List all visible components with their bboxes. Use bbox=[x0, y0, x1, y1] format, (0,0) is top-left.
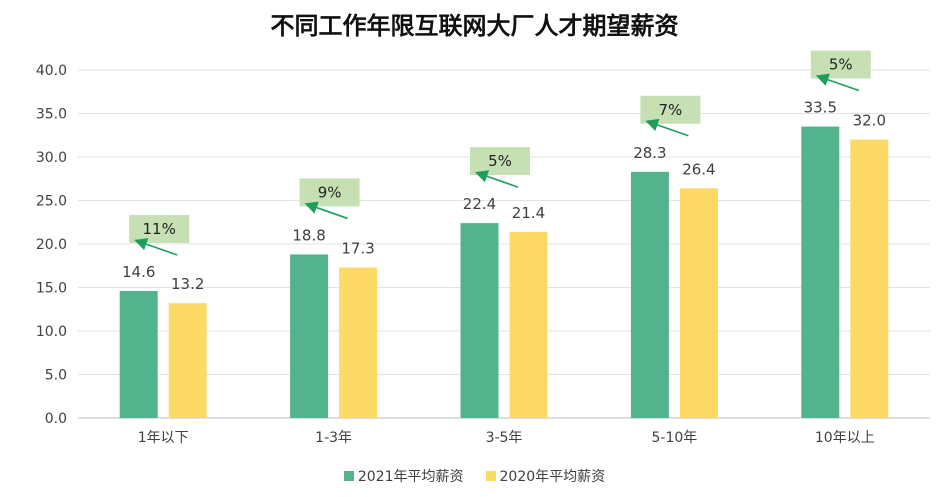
y-tick-label: 5.0 bbox=[45, 368, 67, 384]
bar-2021 bbox=[290, 254, 329, 418]
value-label-2020: 13.2 bbox=[171, 275, 204, 293]
bar-2020 bbox=[339, 267, 378, 418]
x-tick-label: 10年以上 bbox=[815, 430, 875, 446]
value-label-2021: 18.8 bbox=[292, 226, 325, 244]
growth-label: 5% bbox=[488, 152, 512, 170]
legend-label-2020: 2020年平均薪资 bbox=[499, 469, 606, 485]
bars bbox=[119, 126, 889, 419]
legend-item-2021: 2021年平均薪资 bbox=[343, 466, 464, 486]
growth-arrow bbox=[134, 238, 178, 256]
bar-2021 bbox=[119, 290, 158, 418]
bar-2020 bbox=[679, 188, 718, 418]
legend-swatch-2020 bbox=[485, 471, 496, 481]
grid-lines bbox=[78, 69, 930, 419]
value-label-2020: 17.3 bbox=[341, 239, 374, 257]
y-tick-label: 40.0 bbox=[36, 63, 67, 79]
chart-title: 不同工作年限互联网大厂人才期望薪资 bbox=[270, 12, 679, 40]
value-label-2020: 21.4 bbox=[512, 204, 545, 222]
y-tick-label: 30.0 bbox=[36, 150, 67, 166]
y-tick-label: 20.0 bbox=[36, 237, 67, 253]
growth-arrow bbox=[645, 118, 689, 137]
value-labels: 14.6 13.2 18.8 17.3 22.4 21.4 28.3 26.4 33.5 32.0 bbox=[122, 99, 886, 294]
legend-item-2020: 2020年平均薪资 bbox=[485, 466, 606, 486]
growth-label: 7% bbox=[659, 101, 683, 119]
legend-label-2021: 2021年平均薪资 bbox=[357, 469, 464, 485]
legend-swatch-2021 bbox=[343, 471, 354, 481]
bar-2021 bbox=[630, 171, 669, 418]
bar-2020 bbox=[168, 303, 207, 418]
value-label-2021: 28.3 bbox=[633, 144, 666, 162]
value-label-2021: 33.5 bbox=[804, 99, 837, 117]
x-tick-label: 1年以下 bbox=[138, 430, 189, 446]
value-label-2020: 32.0 bbox=[853, 112, 886, 130]
x-tick-label: 5-10年 bbox=[652, 430, 698, 446]
growth-label: 9% bbox=[318, 183, 342, 201]
bar-2020 bbox=[509, 231, 548, 418]
growth-label: 11% bbox=[143, 220, 176, 238]
value-label-2020: 26.4 bbox=[682, 160, 715, 178]
y-tick-label: 0.0 bbox=[45, 411, 67, 427]
legend: 2021年平均薪资 2020年平均薪资 bbox=[0, 466, 949, 486]
y-tick-label: 15.0 bbox=[36, 281, 67, 297]
y-axis-ticks: 0.0 5.0 10.0 15.0 20.0 25.0 30.0 35.0 40.0 bbox=[36, 63, 67, 427]
value-label-2021: 14.6 bbox=[122, 263, 155, 281]
x-tick-label: 3-5年 bbox=[486, 430, 523, 446]
value-label-2021: 22.4 bbox=[463, 195, 496, 213]
bar-2020 bbox=[850, 139, 889, 418]
bar-2021 bbox=[801, 126, 840, 419]
growth-arrow bbox=[304, 201, 348, 220]
growth-annotations: 11% 9% 5% 7% 5% bbox=[129, 50, 871, 256]
y-tick-label: 35.0 bbox=[36, 107, 67, 123]
growth-label: 5% bbox=[829, 56, 853, 74]
y-tick-label: 10.0 bbox=[36, 324, 67, 340]
growth-arrow bbox=[815, 73, 860, 92]
x-axis-ticks: 1年以下 1-3年 3-5年 5-10年 10年以上 bbox=[138, 430, 875, 446]
x-tick-label: 1-3年 bbox=[315, 430, 352, 446]
y-tick-label: 25.0 bbox=[36, 194, 67, 210]
growth-arrow bbox=[474, 170, 519, 188]
bar-2021 bbox=[460, 223, 499, 418]
